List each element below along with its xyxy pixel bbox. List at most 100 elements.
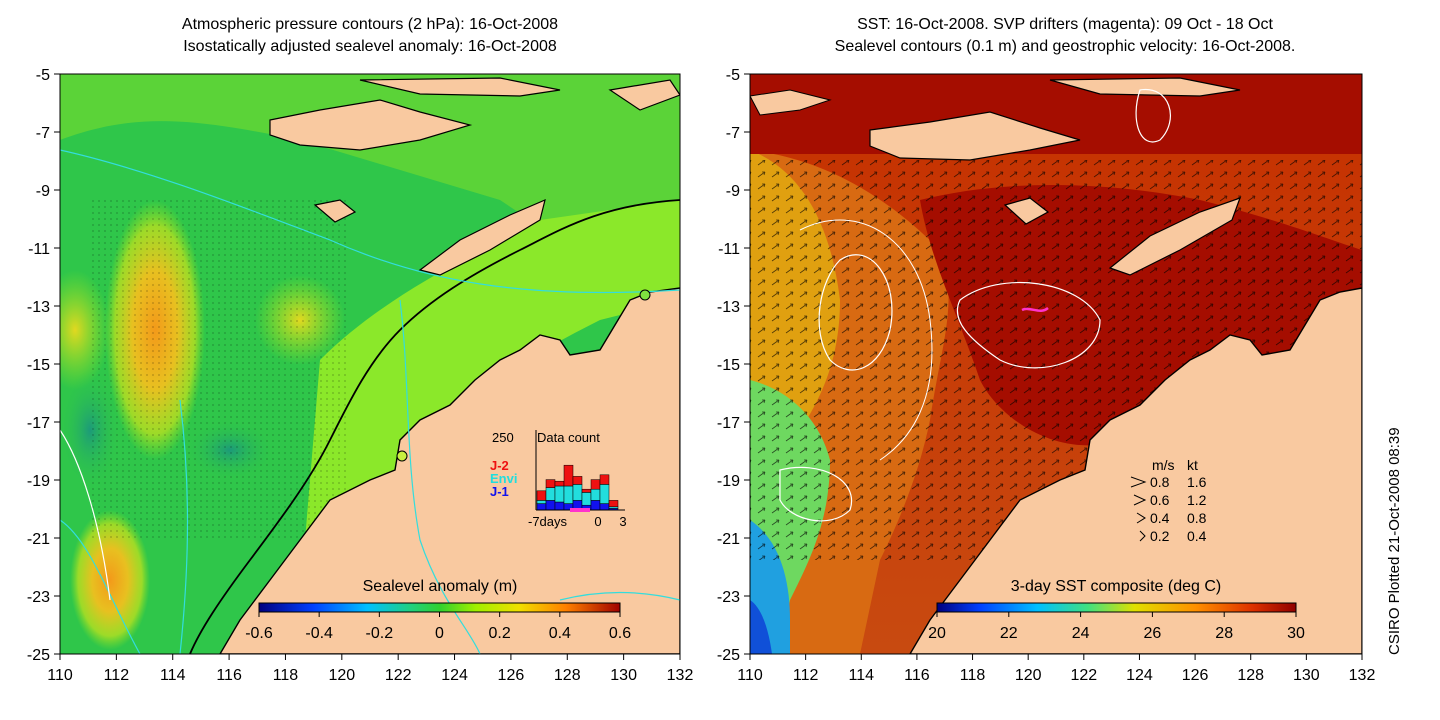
right-drifter-track	[1021, 306, 1049, 312]
right-y-tick-label: -15	[717, 357, 740, 374]
right-colorbar-tick-label: 26	[1144, 625, 1162, 642]
left-colorbar-ticks: -0.6 -0.4 -0.2 0 0.2 0.4 0.6	[245, 612, 631, 642]
left-panel-title: Atmospheric pressure contours (2 hPa): 1…	[60, 14, 680, 58]
left-island-flores	[269, 99, 473, 151]
inset-bar-j1	[590, 500, 601, 511]
inset-bar-envi	[545, 487, 556, 501]
right-x-tick-label: 122	[1070, 667, 1097, 684]
left-y-tick-label: -17	[27, 415, 50, 432]
inset-bar-j2	[599, 474, 610, 485]
inset-bars	[536, 464, 619, 511]
inset-ymax-label: 250	[492, 430, 514, 445]
left-title-line1: Atmospheric pressure contours (2 hPa): 1…	[181, 16, 559, 33]
left-light-green-zone	[60, 74, 680, 300]
left-y-tick-label: -21	[27, 531, 50, 548]
left-y-tick-label: -11	[28, 241, 50, 258]
right-y-tick-label: -21	[717, 531, 740, 548]
velocity-legend-ms-header: m/s	[1152, 457, 1175, 473]
inset-drifter-tick	[570, 508, 590, 512]
right-y-tick-label: -9	[726, 183, 740, 200]
right-island-timor	[1108, 197, 1241, 276]
inset-bar-j2	[536, 490, 547, 501]
left-x-tick-label: 120	[328, 667, 355, 684]
left-shelf-contour	[189, 199, 680, 654]
left-x-tick-label: 114	[160, 667, 186, 684]
inset-legend-entry: Envi	[490, 471, 517, 486]
right-x-tick-label: 118	[960, 667, 986, 684]
right-x-axis: 110 112 114 116 118 120 122 124 126 128 130 132	[737, 654, 1375, 684]
right-y-tick-label: -25	[717, 647, 740, 664]
right-title-line1: SST: 16-Oct-2008. SVP drifters (magenta)…	[857, 16, 1273, 33]
left-y-tick-label: -15	[27, 357, 50, 374]
right-colorbar: 3-day SST composite (deg C) 20 22 24 26 28 30	[928, 578, 1305, 642]
inset-bar-j2	[563, 464, 574, 487]
left-x-tick-label: 124	[441, 667, 468, 684]
left-y-tick-label: -25	[27, 647, 50, 664]
inset-bar-envi	[572, 484, 583, 501]
right-colorbar-tick-label: 22	[1000, 625, 1018, 642]
left-y-axis: -5 -7 -9 -11 -13 -15 -17 -19 -21 -23 -25	[27, 67, 60, 664]
inset-bar-j2	[590, 479, 601, 490]
left-colorbar-label: Sealevel anomaly (m)	[363, 578, 518, 595]
left-colorbar-ramp	[258, 602, 621, 613]
left-island-north	[359, 77, 561, 97]
left-x-tick-label: 132	[667, 667, 694, 684]
left-tide-gauge-marker-1	[639, 289, 651, 301]
right-y-tick-label: -11	[718, 241, 740, 258]
left-title-line2: Isostatically adjusted sealevel anomaly:…	[183, 38, 557, 55]
left-y-tick-label: -13	[27, 299, 50, 316]
right-sealevel-contour-4	[779, 466, 853, 522]
right-colorbar-tick-label: 20	[928, 625, 946, 642]
left-white-contour	[60, 429, 111, 601]
velocity-legend-kt-header: kt	[1187, 457, 1198, 473]
left-x-tick-label: 110	[47, 667, 73, 684]
inset-bar-envi	[563, 485, 574, 504]
left-x-tick-label: 116	[216, 667, 242, 684]
velocity-legend: m/s kt 0.8 1.6 0.6 1.2 0.4 0.8 0.2 0.4	[1130, 457, 1207, 544]
left-y-tick-label: -19	[27, 473, 50, 490]
velocity-legend-kt: 0.4	[1187, 528, 1207, 544]
velocity-legend-kt: 1.6	[1187, 474, 1207, 490]
left-pressure-contour-3	[60, 519, 141, 654]
right-sealevel-contour-5	[799, 219, 933, 461]
right-colorbar-tick-label: 30	[1287, 625, 1305, 642]
right-island-flores	[869, 111, 1081, 161]
left-y-tick-label: -23	[27, 589, 50, 606]
left-colorbar-tick-label: 0	[435, 625, 444, 642]
right-colorbar-ramp	[936, 602, 1297, 613]
left-x-axis: 110 112 114 116 118 120 122 124 126 128 130 132	[47, 654, 693, 684]
inset-bar-envi	[554, 485, 565, 503]
right-x-tick-label: 132	[1349, 667, 1376, 684]
inset-x-label: 3	[619, 514, 626, 529]
inset-bar-envi	[536, 500, 547, 504]
inset-legend-entry: J-1	[490, 484, 509, 499]
left-pressure-contour-2	[179, 399, 189, 654]
inset-bar-j2	[572, 476, 583, 485]
left-colorbar: Sealevel anomaly (m) -0.6 -0.4 -0.2 0 0.2 0.4…	[245, 578, 631, 642]
left-pressure-contour-5	[559, 591, 680, 601]
left-x-tick-label: 118	[273, 667, 299, 684]
right-y-tick-label: -13	[717, 299, 740, 316]
right-sealevel-contour-1	[818, 254, 893, 371]
velocity-legend-arrow	[1139, 530, 1146, 542]
right-panel-title: SST: 16-Oct-2008. SVP drifters (magenta)…	[750, 14, 1380, 58]
right-x-tick-label: 126	[1182, 667, 1209, 684]
right-y-tick-label: -17	[717, 415, 740, 432]
velocity-legend-ms: 0.8	[1150, 474, 1170, 490]
left-x-tick-label: 126	[498, 667, 525, 684]
right-colorbar-label: 3-day SST composite (deg C)	[1011, 578, 1221, 595]
left-x-tick-label: 128	[554, 667, 581, 684]
inset-bar-j1	[545, 500, 556, 511]
left-pressure-contour-4	[399, 299, 481, 654]
left-island-sumba	[313, 199, 357, 223]
left-high-anomaly-south	[70, 510, 150, 650]
inset-bar-envi	[581, 492, 592, 506]
left-colorbar-tick-label: -0.2	[366, 625, 394, 642]
right-colorbar-tick-label: 28	[1215, 625, 1233, 642]
right-y-tick-label: -23	[717, 589, 740, 606]
inset-x-label: 0	[594, 514, 601, 529]
right-colorbar-ticks: 20 22 24 26 28 30	[928, 612, 1305, 642]
right-x-tick-label: 128	[1237, 667, 1264, 684]
